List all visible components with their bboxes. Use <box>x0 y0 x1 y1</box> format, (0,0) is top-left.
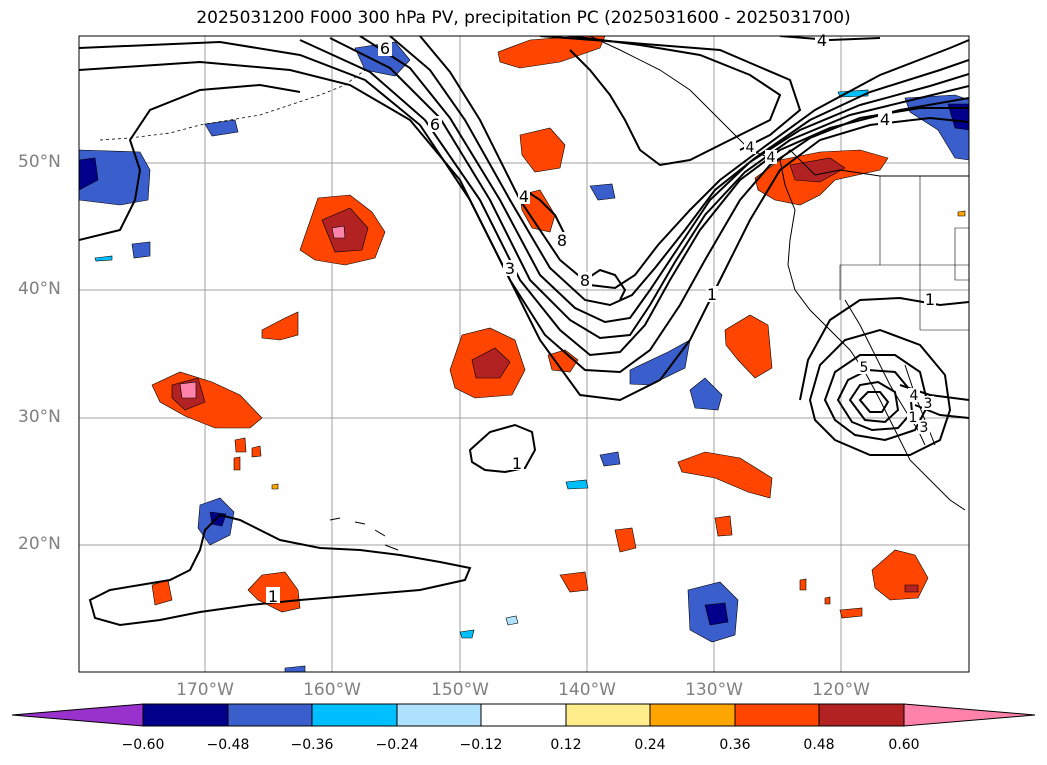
colorbar-bin-4 <box>396 703 482 727</box>
pv-contour-outer <box>79 60 969 402</box>
svg-text:8: 8 <box>557 231 567 250</box>
state-boundaries <box>839 176 969 331</box>
contour-label-18: 1 <box>907 410 919 426</box>
pos-area-4 <box>519 127 566 173</box>
lon-label-150w: 150°W <box>431 680 489 700</box>
pos-area-8 <box>677 451 773 499</box>
colorbar-tick-5: −0.12 <box>459 737 503 753</box>
colorbar-tick-1: −0.60 <box>121 737 165 753</box>
colorbar-tick-7: 0.24 <box>634 737 666 753</box>
colorbar-bin-5 <box>480 703 567 727</box>
svg-text:3: 3 <box>924 396 933 412</box>
contour-label-14: 1 <box>266 587 280 606</box>
colorbar-bin-9 <box>818 703 905 727</box>
coastline-north-america <box>779 149 969 511</box>
lon-label-130w: 130°W <box>685 680 743 700</box>
colorbar-tick-4: −0.24 <box>375 737 419 753</box>
contour-label-11: 1 <box>706 285 718 304</box>
pos-area-6 <box>261 311 299 341</box>
colorbar-extend-low <box>11 703 144 727</box>
pv-cutoff-low-1 <box>799 296 969 401</box>
lat-label-30n: 30°N <box>18 407 61 427</box>
neg-area-west-edge <box>79 149 151 206</box>
pv-contour-island <box>468 423 537 474</box>
colorbar-bin-8 <box>734 703 820 727</box>
pv-contour-north-2 <box>779 36 881 42</box>
svg-text:8: 8 <box>580 271 590 290</box>
contour-label-3: 4 <box>815 30 829 50</box>
lon-label-170w: 170°W <box>176 680 234 700</box>
svg-text:4: 4 <box>746 140 755 156</box>
svg-text:1: 1 <box>268 587 278 606</box>
contour-label-19: 3 <box>918 420 930 436</box>
svg-text:4: 4 <box>880 110 890 129</box>
contour-label-5: 4 <box>744 140 756 156</box>
svg-text:1: 1 <box>707 285 717 304</box>
contour-label-17: 3 <box>922 396 934 412</box>
svg-text:4: 4 <box>519 187 529 206</box>
lon-label-120w: 120°W <box>812 680 870 700</box>
colorbar-tick-10: 0.60 <box>888 737 920 753</box>
colorbar-bin-1 <box>142 703 229 727</box>
hawaii-islands <box>329 517 399 551</box>
pv-contours <box>79 36 969 627</box>
svg-text:3: 3 <box>505 259 515 278</box>
pv-contour-hawaii <box>88 513 472 627</box>
contour-label-2: 6 <box>428 115 442 134</box>
svg-text:4: 4 <box>767 150 776 166</box>
contour-labels: 6 6 4 4 4 4 4 3 8 8 1 1 1 1 5 4 3 1 3 <box>266 30 936 606</box>
colorbar-bin-2 <box>227 703 313 727</box>
lat-label-40n: 40°N <box>18 279 61 299</box>
svg-text:3: 3 <box>920 420 929 436</box>
colorbar-tick-3: −0.36 <box>290 737 334 753</box>
svg-text:1: 1 <box>909 410 918 426</box>
colorbar <box>11 703 1036 727</box>
pv-contour-west <box>79 83 301 241</box>
contour-label-12: 1 <box>924 290 936 309</box>
colorbar-bin-6 <box>565 703 651 727</box>
neg-area-trough <box>629 339 691 386</box>
pv-contour-north-1 <box>539 36 802 151</box>
colorbar-tick-9: 0.48 <box>803 737 835 753</box>
colorbar-tick-6: 0.12 <box>550 737 582 753</box>
colorbar-bin-3 <box>311 703 398 727</box>
contour-label-13: 1 <box>510 454 524 473</box>
svg-text:1: 1 <box>925 290 935 309</box>
contour-label-8: 3 <box>503 259 517 278</box>
pos-area-12 <box>497 36 606 69</box>
contour-label-1: 6 <box>378 39 392 58</box>
colorbar-tick-2: −0.48 <box>206 737 250 753</box>
contour-label-4: 4 <box>878 110 892 129</box>
map-title: 2025031200 F000 300 hPa PV, precipitatio… <box>196 8 851 28</box>
contour-label-7: 4 <box>518 187 530 206</box>
contour-label-9: 8 <box>555 231 569 250</box>
neg-area-small-1 <box>689 377 723 411</box>
contour-label-10: 8 <box>578 271 592 290</box>
svg-text:1: 1 <box>512 454 522 473</box>
contour-label-16: 4 <box>908 388 920 404</box>
pos-area-7 <box>724 314 773 379</box>
svg-text:6: 6 <box>380 39 390 58</box>
aleutian-islands <box>99 69 366 141</box>
svg-text:4: 4 <box>817 31 827 50</box>
lat-label-20n: 20°N <box>18 534 61 554</box>
map-frame <box>78 35 970 673</box>
contour-label-6: 4 <box>765 150 777 166</box>
svg-text:6: 6 <box>430 115 440 134</box>
colorbar-extend-high <box>903 703 1036 727</box>
contour-label-15: 5 <box>858 360 870 376</box>
lon-label-140w: 140°W <box>558 680 616 700</box>
svg-text:4: 4 <box>910 388 919 404</box>
svg-text:5: 5 <box>860 360 869 376</box>
pv-contour-ridge <box>569 36 782 167</box>
lat-label-50n: 50°N <box>18 152 61 172</box>
colorbar-bin-7 <box>649 703 736 727</box>
colorbar-tick-8: 0.36 <box>719 737 751 753</box>
lon-label-160w: 160°W <box>303 680 361 700</box>
